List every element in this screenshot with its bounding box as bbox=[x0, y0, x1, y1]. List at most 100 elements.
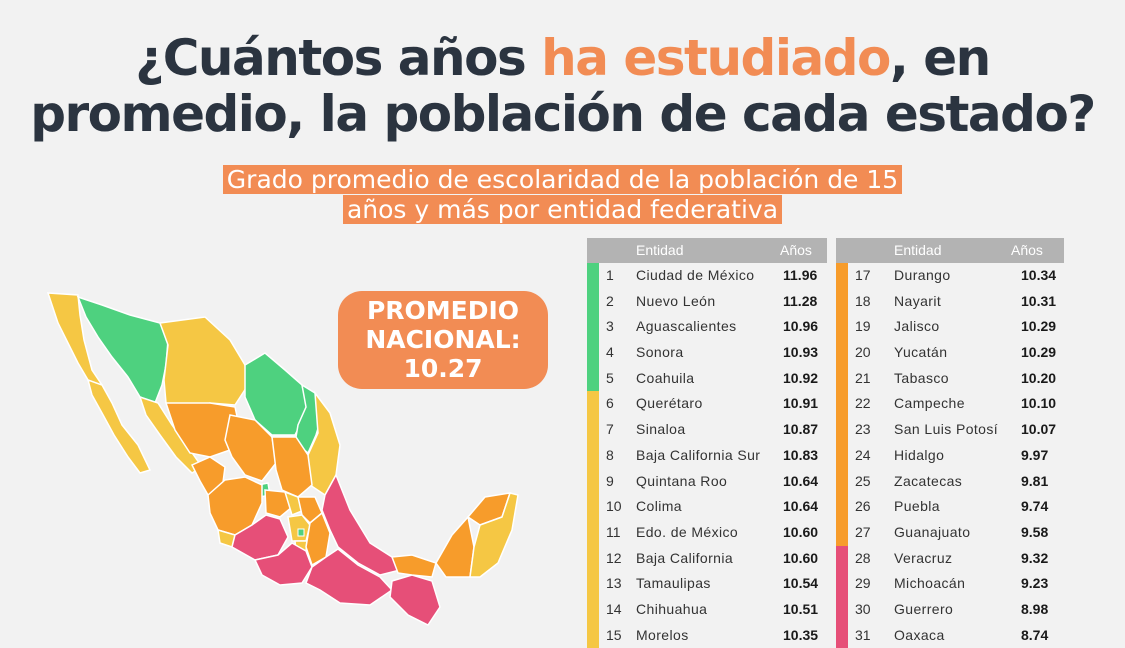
table-row: 14 Chihuahua 10.51 bbox=[587, 596, 827, 623]
table-body: 17 Durango 10.34 18 Nayarit 10.31 19 Jalisco 10.… bbox=[836, 263, 1064, 648]
table-row: 8 Baja California Sur 10.83 bbox=[587, 442, 827, 469]
anos-cell: 10.07 bbox=[1021, 421, 1057, 438]
table-row: 20 Yucatán 10.29 bbox=[836, 340, 1064, 366]
subtitle: Grado promedio de escolaridad de la pobl… bbox=[0, 165, 1125, 225]
table-row: 18 Nayarit 10.31 bbox=[836, 288, 1064, 315]
mexico-map bbox=[46, 292, 519, 626]
rank-cell: 8 bbox=[606, 446, 614, 463]
rank-cell: 28 bbox=[855, 549, 871, 566]
rank-cell: 10 bbox=[606, 498, 622, 515]
table-row: 22 Campeche 10.10 bbox=[836, 391, 1064, 418]
anos-cell: 9.81 bbox=[1021, 472, 1049, 489]
table-header: Entidad Años bbox=[587, 238, 827, 263]
entidad-cell: Nuevo León bbox=[636, 292, 716, 309]
group-color-bar bbox=[587, 545, 599, 572]
group-color-bar bbox=[587, 340, 599, 366]
map-veracruz bbox=[321, 473, 402, 576]
anos-cell: 10.20 bbox=[1021, 369, 1057, 386]
entidad-cell: Aguascalientes bbox=[636, 318, 737, 335]
anos-cell: 10.29 bbox=[1021, 344, 1057, 361]
table-row: 4 Sonora 10.93 bbox=[587, 340, 827, 366]
rank-cell: 31 bbox=[855, 626, 871, 643]
group-color-bar bbox=[587, 519, 599, 546]
promedio-line-2: NACIONAL: bbox=[365, 325, 521, 354]
anos-cell: 8.98 bbox=[1021, 600, 1049, 617]
entidad-cell: Sinaloa bbox=[636, 421, 686, 438]
anos-cell: 9.32 bbox=[1021, 549, 1049, 566]
rank-cell: 12 bbox=[606, 549, 622, 566]
entidad-cell: Baja California Sur bbox=[636, 446, 761, 463]
anos-cell: 11.28 bbox=[783, 292, 818, 309]
entidad-cell: Baja California bbox=[636, 549, 734, 566]
entidad-cell: Durango bbox=[894, 267, 951, 283]
anos-cell: 9.58 bbox=[1021, 523, 1049, 540]
rank-cell: 22 bbox=[855, 395, 871, 412]
rank-cell: 11 bbox=[606, 523, 621, 540]
group-color-bar bbox=[836, 468, 848, 495]
table-row: 7 Sinaloa 10.87 bbox=[587, 417, 827, 443]
group-color-bar bbox=[587, 468, 599, 495]
anos-cell: 10.10 bbox=[1021, 395, 1057, 412]
rank-cell: 3 bbox=[606, 318, 614, 335]
anos-cell: 11.96 bbox=[783, 267, 818, 283]
table-row: 10 Colima 10.64 bbox=[587, 494, 827, 520]
rank-cell: 17 bbox=[855, 267, 871, 283]
map-campeche bbox=[435, 515, 475, 578]
table-row: 2 Nuevo León 11.28 bbox=[587, 288, 827, 315]
table-row: 11 Edo. de México 10.60 bbox=[587, 519, 827, 546]
anos-cell: 10.29 bbox=[1021, 318, 1057, 335]
group-color-bar bbox=[836, 519, 848, 546]
rank-cell: 5 bbox=[606, 369, 614, 386]
entidad-cell: Michoacán bbox=[894, 575, 966, 592]
subtitle-line-2: años y más por entidad federativa bbox=[342, 195, 783, 224]
entidad-cell: Zacatecas bbox=[894, 472, 963, 489]
table-row: 30 Guerrero 8.98 bbox=[836, 596, 1064, 623]
entidad-cell: Hidalgo bbox=[894, 446, 945, 463]
group-color-bar bbox=[587, 417, 599, 443]
rank-cell: 30 bbox=[855, 600, 871, 617]
group-color-bar bbox=[587, 365, 599, 392]
entidad-cell: Campeche bbox=[894, 395, 965, 412]
group-color-bar bbox=[836, 571, 848, 597]
anos-cell: 10.54 bbox=[783, 575, 819, 592]
rank-cell: 4 bbox=[606, 344, 614, 361]
title-line-2: promedio, la población de cada estado? bbox=[30, 85, 1096, 143]
entidad-cell: Guerrero bbox=[894, 600, 954, 617]
map-chiapas bbox=[389, 574, 441, 626]
group-color-bar bbox=[836, 417, 848, 443]
subtitle-line-1: Grado promedio de escolaridad de la pobl… bbox=[222, 165, 903, 194]
table-row: 9 Quintana Roo 10.64 bbox=[587, 468, 827, 495]
group-color-bar bbox=[836, 545, 848, 572]
map-san-luis-potosi bbox=[271, 436, 313, 498]
group-color-bar bbox=[587, 622, 599, 648]
rank-cell: 9 bbox=[606, 472, 614, 489]
promedio-line-1: PROMEDIO bbox=[366, 296, 520, 325]
title-line-1: ¿Cuántos años ha estudiado, en bbox=[0, 30, 1125, 86]
rank-cell: 26 bbox=[855, 498, 871, 515]
promedio-value: 10.27 bbox=[403, 354, 483, 383]
anos-cell: 10.87 bbox=[783, 421, 819, 438]
rank-cell: 23 bbox=[855, 421, 871, 438]
header-anos: Años bbox=[780, 242, 812, 258]
group-color-bar bbox=[587, 596, 599, 623]
anos-cell: 10.60 bbox=[783, 523, 819, 540]
rank-cell: 13 bbox=[606, 575, 622, 592]
anos-cell: 10.51 bbox=[783, 600, 819, 617]
group-color-bar bbox=[836, 288, 848, 315]
rank-cell: 18 bbox=[855, 292, 871, 309]
entidad-cell: Puebla bbox=[894, 498, 940, 515]
table-row: 29 Michoacán 9.23 bbox=[836, 571, 1064, 597]
rank-cell: 27 bbox=[855, 523, 871, 540]
anos-cell: 10.96 bbox=[783, 318, 819, 335]
map-tabasco bbox=[390, 554, 437, 578]
page-title: ¿Cuántos años ha estudiado, en promedio,… bbox=[0, 30, 1125, 142]
table-header: Entidad Años bbox=[836, 238, 1064, 263]
promedio-nacional-badge: PROMEDIO NACIONAL: 10.27 bbox=[338, 291, 548, 389]
anos-cell: 9.97 bbox=[1021, 446, 1049, 463]
group-color-bar bbox=[587, 571, 599, 597]
entidad-cell: Quintana Roo bbox=[636, 472, 728, 489]
group-color-bar bbox=[836, 365, 848, 392]
group-color-bar bbox=[836, 494, 848, 520]
group-color-bar bbox=[836, 340, 848, 366]
map-guanajuato bbox=[264, 489, 293, 518]
